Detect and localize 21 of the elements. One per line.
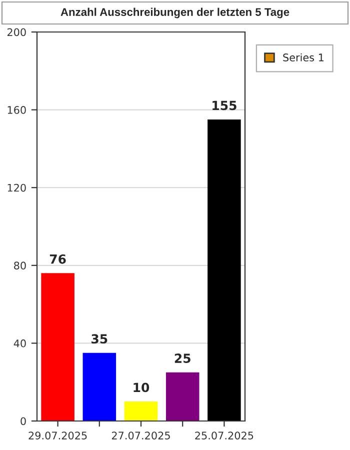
y-tick-label: 200 [7,28,26,36]
y-tick-label: 80 [14,262,26,270]
y-tick-label: 40 [14,339,26,348]
x-tick-label: 25.07.2025 [195,432,254,440]
y-tick-label: 160 [8,106,26,114]
x-tick-label: 29.07.2025 [28,432,87,440]
data-label: 76 [50,254,66,264]
x-tick-label: 27.07.2025 [112,432,170,440]
data-label: 10 [134,382,150,392]
bar [41,273,74,421]
chart-title: Anzahl Ausschreibungen der letzten 5 Tage [60,8,290,18]
text: Series 1 [283,53,324,62]
bar [166,372,200,421]
data-label: 155 [212,100,236,110]
data-label: 35 [92,334,108,344]
data-label: 25 [174,354,190,364]
bar [124,402,158,421]
bar [208,120,241,421]
y-tick-label: 0 [20,417,26,426]
y-tick-label: 120 [8,184,26,192]
bar [82,352,116,421]
